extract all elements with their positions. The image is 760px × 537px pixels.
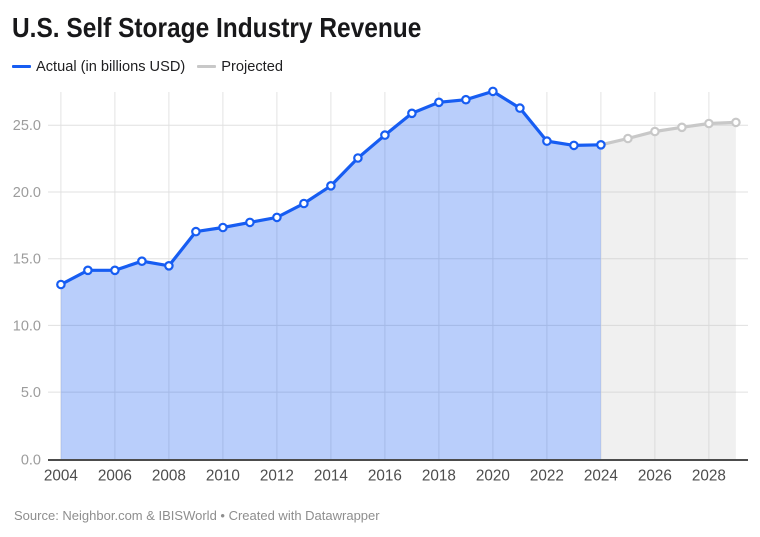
svg-text:10.0: 10.0 — [13, 318, 41, 334]
svg-text:2004: 2004 — [44, 468, 79, 485]
svg-text:2008: 2008 — [152, 468, 186, 485]
svg-text:2012: 2012 — [260, 468, 294, 485]
svg-text:2024: 2024 — [584, 468, 619, 485]
svg-text:2018: 2018 — [422, 468, 456, 485]
svg-text:0.0: 0.0 — [21, 453, 41, 469]
svg-text:2020: 2020 — [476, 468, 510, 485]
svg-text:2010: 2010 — [206, 468, 240, 485]
svg-text:2026: 2026 — [638, 468, 672, 485]
svg-text:2016: 2016 — [368, 468, 402, 485]
svg-text:2022: 2022 — [530, 468, 564, 485]
svg-text:15.0: 15.0 — [13, 252, 41, 268]
svg-text:2006: 2006 — [98, 468, 132, 485]
svg-text:20.0: 20.0 — [13, 185, 41, 201]
svg-text:2028: 2028 — [692, 468, 726, 485]
svg-text:25.0: 25.0 — [13, 118, 41, 134]
svg-text:5.0: 5.0 — [21, 385, 41, 401]
svg-text:2014: 2014 — [314, 468, 349, 485]
